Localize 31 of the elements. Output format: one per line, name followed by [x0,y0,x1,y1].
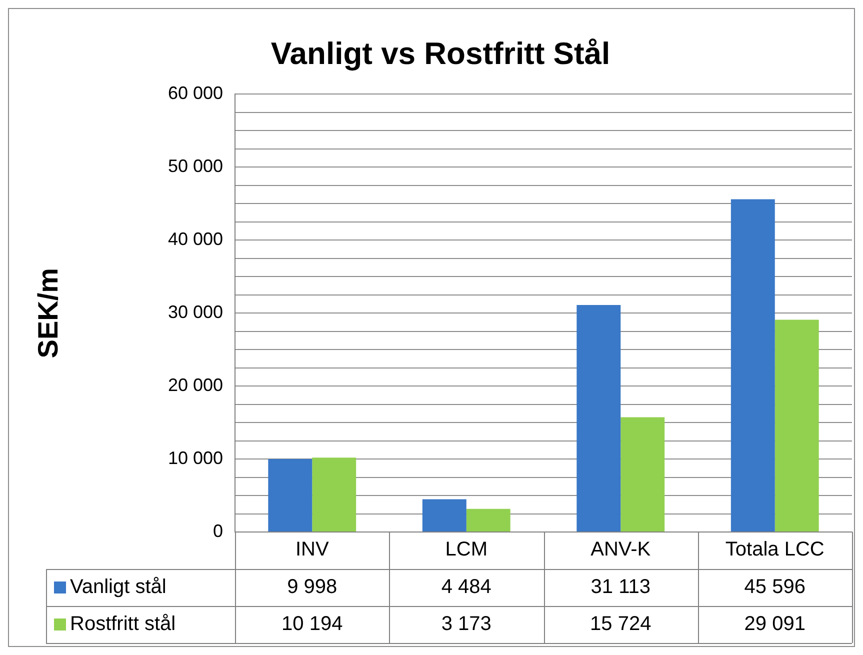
y-tick-label: 30 000 [168,302,223,322]
legend-label: Vanligt stål [70,576,166,598]
x-tick-label: ANV-K [590,538,652,561]
y-axis-title: SEK/m [32,268,64,358]
x-tick-label: LCM [445,538,488,561]
data-label: 31 113 [590,576,650,598]
bar [774,320,819,532]
x-tick-label: INV [295,538,330,561]
bar [422,499,466,532]
y-tick-label: 20 000 [168,375,223,396]
data-label: 45 596 [744,576,806,598]
bar [466,508,510,532]
bar [268,459,312,532]
data-label: 10 194 [282,613,343,636]
y-tick-label: 0 [212,520,223,541]
data-label: 9 998 [287,576,338,598]
y-tick-label: 60 000 [168,83,223,104]
bar [312,458,356,532]
data-label: 3 173 [441,613,492,636]
bar [730,199,775,532]
y-tick-label: 50 000 [168,156,223,176]
bar [576,304,621,532]
data-label: 15 724 [590,613,652,636]
data-label: 29 091 [744,613,806,636]
legend-label: Rostfritt stål [70,613,176,636]
x-tick-label: Totala LCC [725,538,824,561]
y-tick-label: 10 000 [168,448,223,468]
y-tick-label: 40 000 [168,229,223,250]
bar [620,417,665,532]
chart-title: Vanligt vs Rostfritt Stål [270,36,610,72]
data-label: 4 484 [441,576,492,598]
